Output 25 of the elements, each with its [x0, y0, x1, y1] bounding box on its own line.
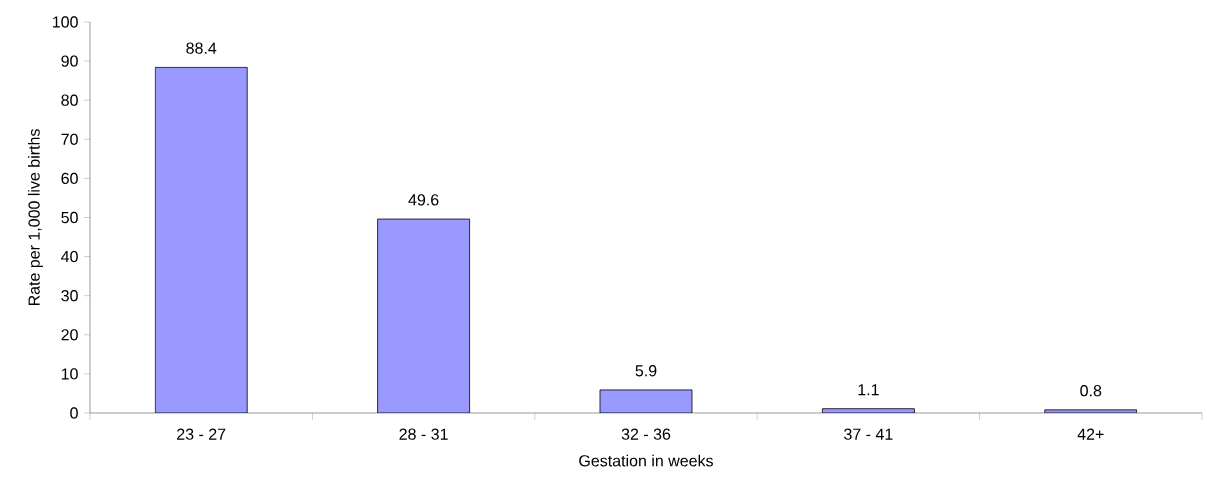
y-tick-label: 20 [61, 329, 78, 341]
x-tick-label: 37 - 41 [844, 428, 893, 440]
y-tick-label: 50 [61, 211, 78, 224]
data-label: 5.9 [635, 365, 657, 377]
y-tick-label: 80 [61, 94, 78, 106]
x-tick-label: 32 - 36 [621, 428, 671, 440]
x-axis-title: Gestation in weeks [579, 454, 713, 467]
y-tick-label: 100 [53, 16, 78, 28]
bar [377, 218, 471, 413]
x-tick-label: 28 - 31 [399, 428, 448, 440]
data-label: 1.1 [858, 384, 879, 396]
y-tick-label: 70 [61, 133, 78, 145]
data-label: 49.6 [408, 194, 439, 206]
x-tick-label: 42+ [1077, 428, 1104, 440]
bar [154, 66, 248, 413]
y-tick-label: 60 [61, 172, 78, 185]
y-tick-label: 30 [61, 290, 78, 302]
y-tick-label: 10 [61, 368, 78, 380]
x-tick-label: 23 - 27 [177, 428, 226, 440]
data-label: 88.4 [186, 42, 217, 54]
y-tick-label: 40 [61, 250, 78, 263]
y-axis-title: Rate per 1,000 live births [28, 129, 43, 306]
y-tick-label: 90 [61, 55, 78, 67]
data-label: 0.8 [1080, 385, 1102, 397]
y-tick-label: 0 [70, 407, 78, 419]
